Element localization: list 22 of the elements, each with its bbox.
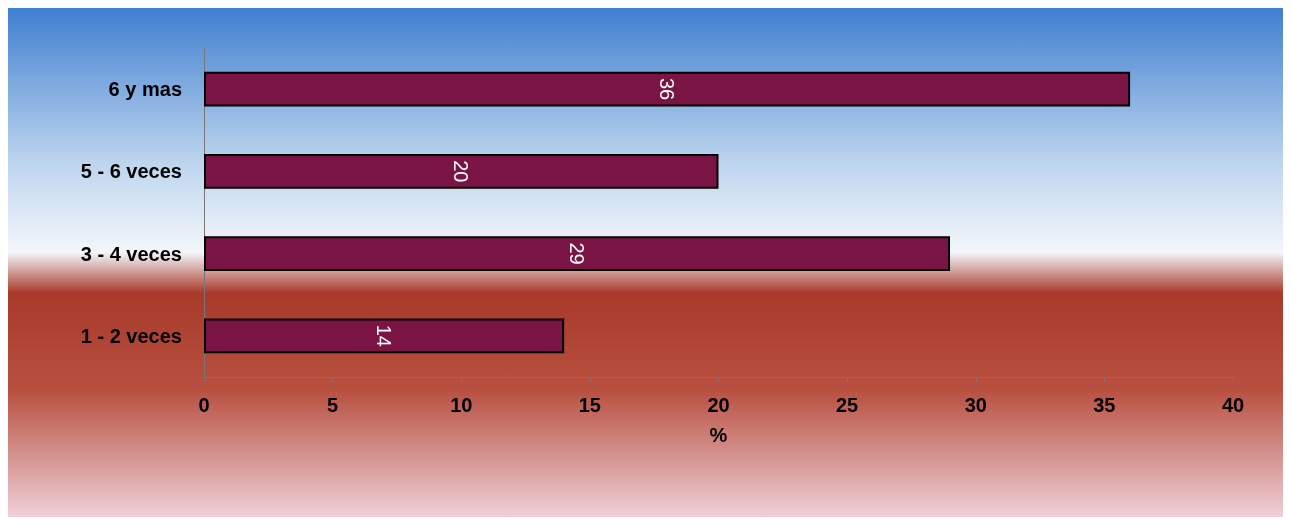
x-tick-label: 5 [327, 394, 339, 416]
x-tick-label: 35 [1093, 394, 1116, 416]
x-tick-label: 20 [707, 394, 730, 416]
data-label: 14 [373, 324, 396, 347]
x-tick-label: 15 [578, 394, 601, 416]
y-tick-label: 5 - 6 veces [80, 160, 182, 183]
x-tick-label: 0 [198, 394, 210, 416]
bar [204, 154, 719, 189]
x-tick-label: 40 [1221, 394, 1245, 416]
x-tick-label: 30 [964, 394, 987, 416]
data-label: 20 [450, 160, 473, 183]
data-label: 29 [566, 242, 589, 265]
bar [204, 318, 565, 354]
bar [204, 236, 951, 271]
x-axis-title: % [709, 424, 728, 446]
data-label: 36 [656, 78, 679, 101]
x-tick-label: 10 [450, 394, 473, 416]
y-tick-label: 3 - 4 veces [80, 242, 182, 265]
y-tick-label: 1 - 2 veces [80, 324, 182, 347]
x-tick-label: 25 [836, 394, 859, 416]
bar [204, 71, 1131, 107]
y-tick-label: 6 y mas [108, 78, 182, 101]
